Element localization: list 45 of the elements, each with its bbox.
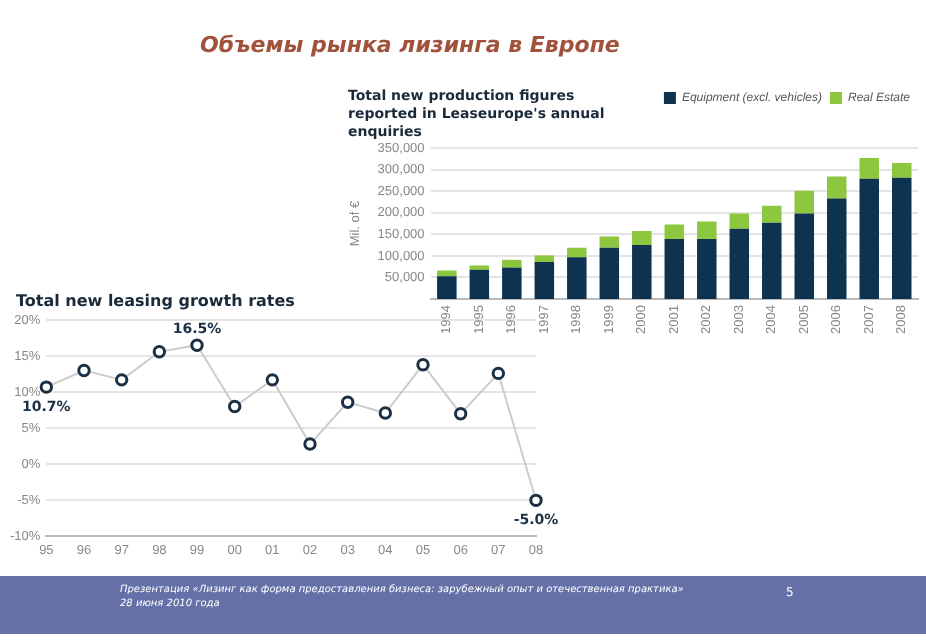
bar (664, 224, 685, 240)
bar (502, 259, 522, 268)
bar (892, 163, 912, 178)
point (77, 363, 91, 378)
bar (534, 255, 555, 262)
bar (437, 276, 457, 300)
bar (729, 213, 750, 229)
bar (794, 213, 815, 300)
bar (567, 257, 587, 300)
point (114, 373, 129, 387)
bar (697, 239, 717, 300)
bar (599, 236, 620, 248)
point (529, 493, 543, 508)
bar (762, 222, 782, 300)
point (39, 380, 54, 394)
bar (827, 176, 847, 199)
text: Объемы рынка лизинга в Европе (200, 32, 620, 58)
bar (892, 177, 912, 300)
bar (827, 198, 847, 300)
point (303, 437, 317, 451)
point (378, 406, 393, 420)
point (190, 338, 204, 352)
chart-title: Total new leasing growth rates (16, 292, 295, 312)
point (453, 407, 468, 421)
bar (632, 245, 652, 300)
bar (437, 270, 457, 277)
bar (632, 230, 652, 246)
bar (599, 247, 620, 300)
point (152, 345, 167, 359)
point (416, 358, 430, 372)
bar (762, 205, 782, 223)
bar (534, 261, 555, 300)
bar (502, 267, 522, 300)
point (491, 366, 506, 381)
point (265, 373, 280, 387)
bar (697, 221, 717, 240)
point (340, 395, 355, 409)
point (227, 399, 242, 414)
bar (469, 269, 490, 300)
bar (664, 239, 685, 300)
bar (729, 228, 750, 300)
bar (794, 190, 815, 214)
bar (859, 178, 880, 300)
bar (859, 157, 880, 179)
bar (567, 247, 587, 258)
